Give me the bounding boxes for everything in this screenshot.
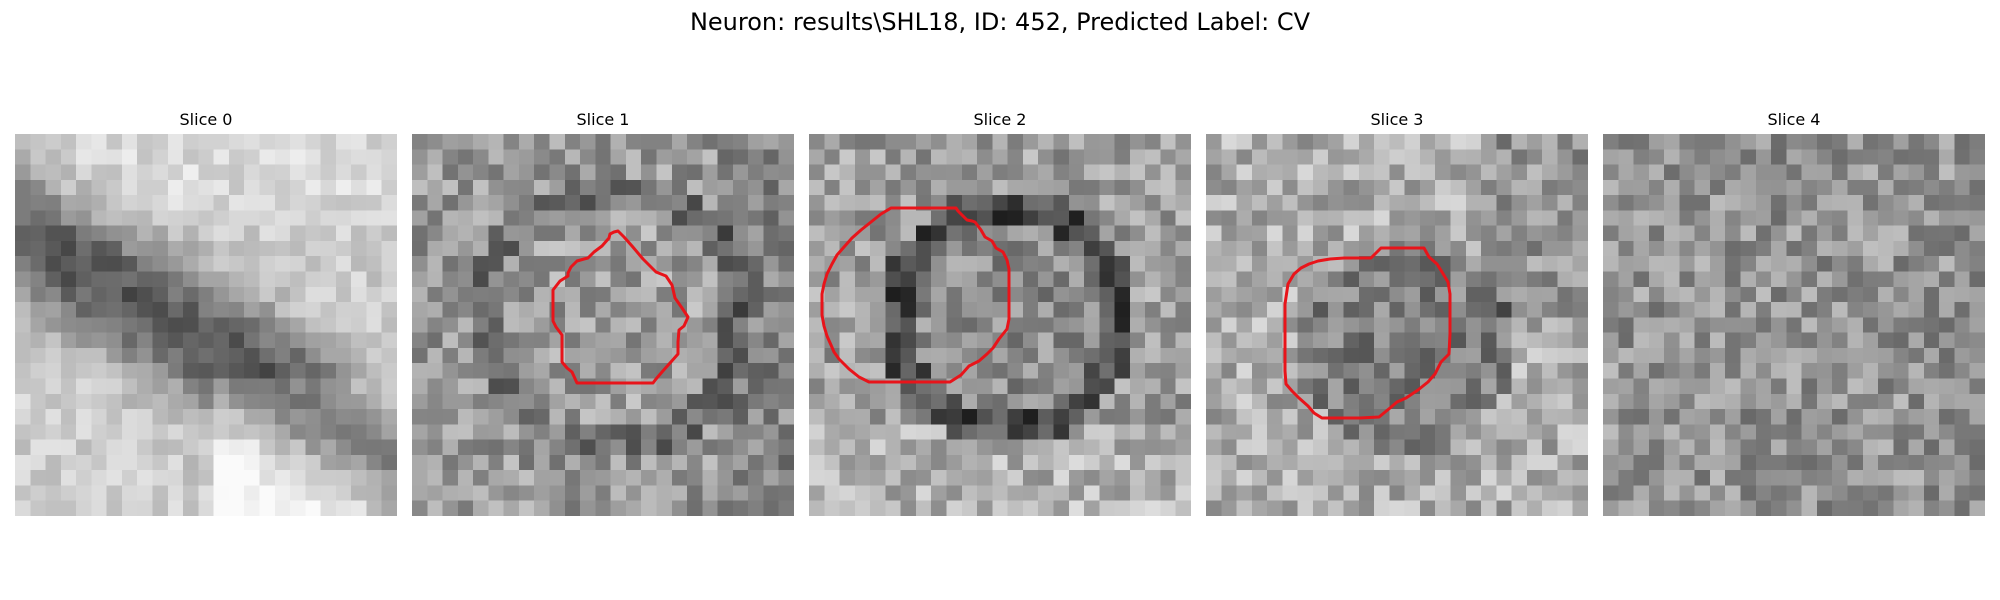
contour-line (1283, 246, 1452, 420)
slice-image-2 (809, 134, 1191, 516)
slice-image-4 (1603, 134, 1985, 516)
slice-title-2: Slice 2 (973, 110, 1027, 129)
slice-panel-2: Slice 2 (809, 110, 1191, 516)
slice-panel-4: Slice 4 (1603, 110, 1985, 516)
pixel-grid (1206, 134, 1588, 516)
slice-title-1: Slice 1 (576, 110, 630, 129)
slice-image-1 (412, 134, 794, 516)
pixel-grid (809, 134, 1191, 516)
contour-line (551, 229, 690, 385)
slice-panel-0: Slice 0 (15, 110, 397, 516)
contour-line (820, 206, 1011, 384)
slice-title-4: Slice 4 (1767, 110, 1821, 129)
slice-panel-3: Slice 3 (1206, 110, 1588, 516)
slice-image-0 (15, 134, 397, 516)
pixel-grid (15, 134, 397, 516)
pixel-grid (412, 134, 794, 516)
figure-title: Neuron: results\SHL18, ID: 452, Predicte… (689, 8, 1311, 36)
slice-panel-1: Slice 1 (412, 110, 794, 516)
slice-title-0: Slice 0 (179, 110, 233, 129)
pixel-grid (1603, 134, 1985, 516)
slice-image-3 (1206, 134, 1588, 516)
slice-title-3: Slice 3 (1370, 110, 1424, 129)
